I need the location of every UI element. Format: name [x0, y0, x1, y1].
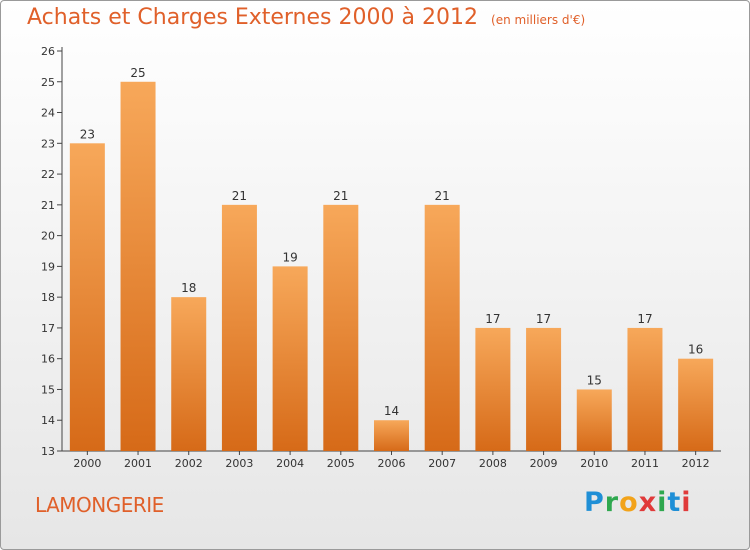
x-tick-label: 2000 [73, 457, 101, 470]
chart-unit-label: (en milliers d'€) [491, 13, 586, 27]
logo-letter: t [667, 487, 682, 518]
y-tick-label: 26 [41, 45, 55, 58]
bar [171, 297, 207, 451]
bar [323, 204, 359, 451]
x-tick-label: 2003 [225, 457, 253, 470]
y-tick-label: 18 [41, 291, 55, 304]
bar-value-label: 14 [384, 404, 399, 418]
x-tick-label: 2009 [530, 457, 558, 470]
bar [475, 327, 511, 451]
bar-value-label: 15 [587, 373, 602, 387]
bar [526, 327, 562, 451]
y-tick-label: 21 [41, 199, 55, 212]
x-tick-label: 2005 [327, 457, 355, 470]
y-tick-label: 15 [41, 383, 55, 396]
bar-value-label: 17 [536, 312, 551, 326]
chart-title: Achats et Charges Externes 2000 à 2012 [27, 5, 478, 30]
y-tick-label: 23 [41, 137, 55, 150]
y-tick-label: 24 [41, 107, 55, 120]
x-tick-label: 2011 [631, 457, 659, 470]
bar-value-label: 21 [435, 189, 450, 203]
y-tick-label: 16 [41, 353, 55, 366]
bar [627, 327, 663, 451]
logo-letter: x [638, 487, 658, 518]
x-tick-label: 2008 [479, 457, 507, 470]
bar-value-label: 25 [130, 66, 145, 80]
bar-value-label: 23 [80, 127, 95, 141]
logo-letter: o [619, 487, 639, 518]
proxiti-logo: Proxiti [584, 487, 692, 518]
logo-letter: i [657, 487, 668, 518]
y-tick-label: 19 [41, 260, 55, 273]
y-tick-label: 13 [41, 445, 55, 458]
bar [678, 358, 714, 451]
x-tick-label: 2012 [682, 457, 710, 470]
x-tick-label: 2010 [580, 457, 608, 470]
x-tick-label: 2007 [428, 457, 456, 470]
bar [424, 204, 460, 451]
bar [221, 204, 257, 451]
y-tick-label: 22 [41, 168, 55, 181]
x-tick-label: 2001 [124, 457, 152, 470]
bar-value-label: 17 [485, 312, 500, 326]
bar-value-label: 19 [282, 250, 297, 264]
x-tick-label: 2002 [175, 457, 203, 470]
bar [120, 81, 156, 452]
x-tick-label: 2006 [378, 457, 406, 470]
logo-letter: P [584, 487, 605, 518]
x-tick-label: 2004 [276, 457, 304, 470]
bar [576, 389, 612, 451]
bar-value-label: 16 [688, 343, 703, 357]
bar-value-label: 18 [181, 281, 196, 295]
bar-value-label: 21 [232, 189, 247, 203]
chart-title-block: Achats et Charges Externes 2000 à 2012 (… [27, 5, 585, 30]
bar-value-label: 21 [333, 189, 348, 203]
y-tick-label: 17 [41, 322, 55, 335]
y-tick-label: 20 [41, 230, 55, 243]
y-tick-label: 14 [41, 414, 55, 427]
logo-letter: r [604, 487, 620, 518]
bar [272, 266, 308, 451]
bar [69, 143, 105, 452]
logo-letter: i [681, 487, 692, 518]
y-tick-label: 25 [41, 76, 55, 89]
bar [374, 420, 409, 451]
commune-name: LAMONGERIE [35, 493, 164, 517]
bar-value-label: 17 [637, 312, 652, 326]
